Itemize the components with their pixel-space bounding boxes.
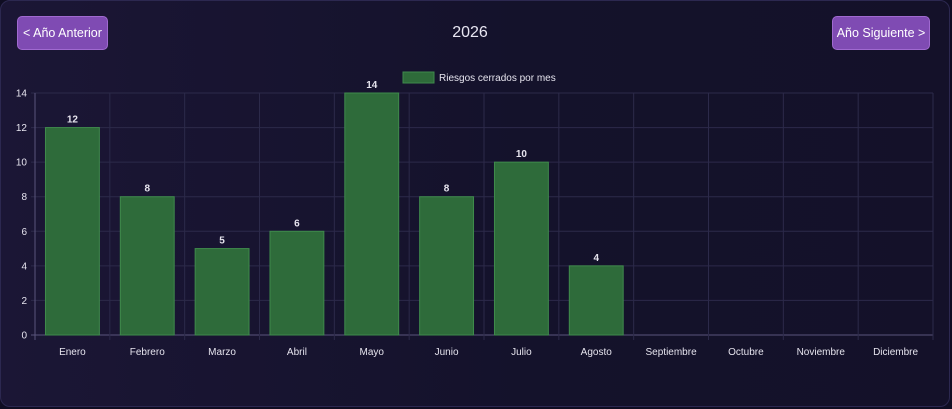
bar — [493, 161, 549, 336]
x-tick-label: Mayo — [360, 347, 385, 358]
data-label: 5 — [219, 236, 225, 247]
bar — [568, 265, 624, 336]
bar — [194, 248, 250, 336]
x-tick-label: Julio — [511, 347, 532, 358]
x-tick-label: Agosto — [581, 347, 613, 358]
x-tick-label: Enero — [59, 347, 86, 358]
bar — [344, 92, 400, 336]
x-tick-label: Marzo — [208, 347, 236, 358]
next-year-button[interactable]: Año Siguiente > — [832, 16, 930, 50]
data-label: 8 — [444, 184, 450, 195]
y-tick-label: 10 — [16, 158, 28, 169]
x-tick-label: Abril — [287, 347, 307, 358]
x-tick-label: Octubre — [728, 347, 764, 358]
y-tick-label: 6 — [21, 227, 27, 238]
data-label: 14 — [366, 80, 378, 91]
y-tick-label: 2 — [21, 296, 27, 307]
data-label: 8 — [144, 184, 150, 195]
x-tick-label: Diciembre — [873, 347, 918, 358]
data-label: 4 — [593, 253, 599, 264]
y-tick-label: 0 — [21, 331, 27, 342]
legend-label: Riesgos cerrados por mes — [439, 73, 556, 84]
y-tick-label: 8 — [21, 192, 27, 203]
x-tick-label: Septiembre — [646, 347, 698, 358]
x-tick-label: Junio — [435, 347, 459, 358]
bar — [119, 196, 175, 336]
legend-swatch — [402, 71, 435, 84]
previous-year-button[interactable]: < Año Anterior — [17, 16, 108, 50]
data-label: 10 — [516, 149, 528, 160]
y-tick-label: 4 — [21, 261, 27, 272]
x-tick-label: Noviembre — [797, 347, 846, 358]
year-title: 2026 — [452, 24, 488, 41]
data-label: 12 — [67, 115, 79, 126]
bar — [269, 230, 325, 336]
y-tick-label: 14 — [16, 89, 28, 100]
data-label: 6 — [294, 218, 300, 229]
bar — [44, 127, 100, 336]
y-tick-label: 12 — [16, 123, 28, 134]
bar — [419, 196, 475, 336]
x-tick-label: Febrero — [130, 347, 165, 358]
